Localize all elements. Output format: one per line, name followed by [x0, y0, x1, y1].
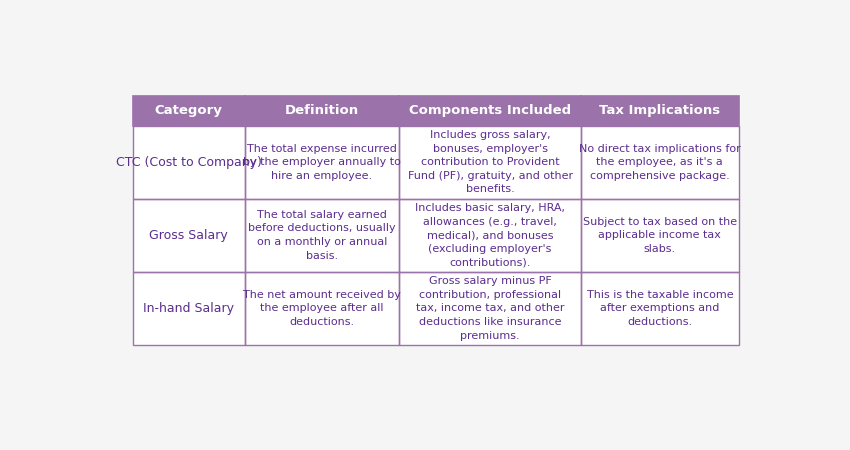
Text: Tax Implications: Tax Implications	[599, 104, 721, 117]
Bar	[400, 272, 581, 345]
Text: The net amount received by
the employee after all
deductions.: The net amount received by the employee …	[243, 290, 401, 327]
Bar	[245, 126, 400, 199]
Text: Gross salary minus PF
contribution, professional
tax, income tax, and other
dedu: Gross salary minus PF contribution, prof…	[416, 276, 564, 341]
Text: CTC (Cost to Company): CTC (Cost to Company)	[116, 156, 262, 169]
Bar	[245, 272, 400, 345]
Text: Definition: Definition	[285, 104, 359, 117]
Text: Includes basic salary, HRA,
allowances (e.g., travel,
medical), and bonuses
(exc: Includes basic salary, HRA, allowances (…	[415, 203, 565, 267]
Text: No direct tax implications for
the employee, as it's a
comprehensive package.: No direct tax implications for the emplo…	[579, 144, 740, 181]
Text: Subject to tax based on the
applicable income tax
slabs.: Subject to tax based on the applicable i…	[583, 217, 737, 254]
Bar	[245, 272, 400, 345]
Bar	[581, 126, 739, 199]
Text: The total salary earned
before deductions, usually
on a monthly or annual
basis.: The total salary earned before deduction…	[248, 210, 396, 261]
Text: Includes gross salary,
bonuses, employer's
contribution to Provident
Fund (PF), : Includes gross salary, bonuses, employer…	[408, 130, 573, 194]
Bar	[581, 126, 739, 199]
Bar	[400, 272, 581, 345]
Bar	[133, 272, 245, 345]
Text: Components Included: Components Included	[409, 104, 571, 117]
Bar	[245, 199, 400, 272]
Text: Gross Salary: Gross Salary	[150, 229, 228, 242]
Bar	[581, 95, 739, 126]
Bar	[133, 199, 245, 272]
Bar	[133, 272, 245, 345]
Bar	[133, 126, 245, 199]
Bar	[581, 199, 739, 272]
Bar	[400, 95, 581, 126]
Text: This is the taxable income
after exemptions and
deductions.: This is the taxable income after exempti…	[586, 290, 734, 327]
Bar	[133, 199, 245, 272]
Bar	[400, 95, 581, 126]
Bar	[133, 95, 245, 126]
Bar	[133, 95, 245, 126]
Bar	[245, 95, 400, 126]
Bar	[581, 272, 739, 345]
Bar	[245, 95, 400, 126]
Bar	[245, 199, 400, 272]
Bar	[400, 199, 581, 272]
Bar	[581, 272, 739, 345]
Bar	[400, 126, 581, 199]
Bar	[245, 126, 400, 199]
Bar	[133, 126, 245, 199]
Text: The total expense incurred
by the employer annually to
hire an employee.: The total expense incurred by the employ…	[243, 144, 401, 181]
Text: Category: Category	[155, 104, 223, 117]
Bar	[400, 199, 581, 272]
Bar	[400, 126, 581, 199]
Text: In-hand Salary: In-hand Salary	[143, 302, 234, 315]
Bar	[581, 95, 739, 126]
Bar	[581, 199, 739, 272]
